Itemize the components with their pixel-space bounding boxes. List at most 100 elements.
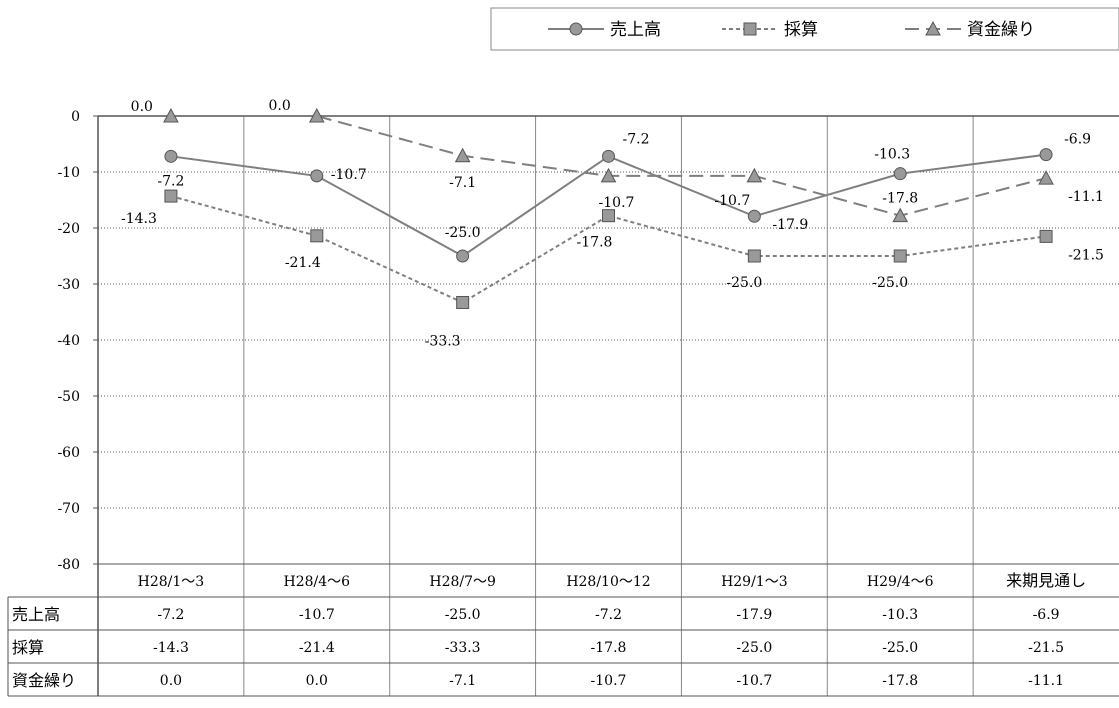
y-tick-label: 0 xyxy=(71,109,80,125)
x-tick-label: H28/10～12 xyxy=(566,574,650,590)
legend-entry: 採算 xyxy=(722,20,818,40)
table-cell: -17.8 xyxy=(591,640,627,656)
data-point xyxy=(454,147,471,163)
data-label: -17.8 xyxy=(882,191,918,207)
data-point xyxy=(1039,229,1053,243)
y-tick-label: -70 xyxy=(57,501,80,517)
data-label: -17.9 xyxy=(772,217,808,233)
y-tick-label: -60 xyxy=(57,445,80,461)
y-tick-label: -30 xyxy=(57,277,80,293)
y-tick-label: -50 xyxy=(57,389,80,405)
y-tick-label: -20 xyxy=(57,221,80,237)
legend: 売上高 採算 資金繰り xyxy=(490,7,1119,51)
data-label: 0.0 xyxy=(269,98,291,114)
data-point xyxy=(746,167,763,183)
data-point xyxy=(163,107,179,123)
data-point xyxy=(164,189,178,203)
table-cell: 0.0 xyxy=(160,673,182,689)
table-cell: -11.1 xyxy=(1028,673,1064,689)
legend-label: 採算 xyxy=(784,20,818,40)
data-label: -25.0 xyxy=(726,275,762,291)
data-label: -6.9 xyxy=(1064,132,1091,148)
data-point xyxy=(569,22,583,36)
table-row-label: 売上高 xyxy=(12,605,60,624)
data-label: -7.2 xyxy=(157,173,184,189)
data-labels: -7.2 -10.7 -25.0 -7.2 -17.9 -10.3 -6.9 -14.3 -21… xyxy=(121,98,1104,349)
data-label: -33.3 xyxy=(425,333,461,349)
data-point xyxy=(602,209,615,223)
table-cell: -10.7 xyxy=(736,673,772,689)
y-tick-label: -40 xyxy=(57,333,80,349)
data-label: -7.1 xyxy=(449,175,476,191)
data-point xyxy=(893,167,907,181)
data-label: -25.0 xyxy=(872,275,908,291)
data-point xyxy=(164,149,178,163)
data-label: -10.7 xyxy=(599,195,635,211)
data-point xyxy=(747,209,761,223)
data-label: -10.7 xyxy=(714,193,750,209)
data-label: -7.2 xyxy=(623,131,650,147)
axes: 0 -10 -20 -30 -40 -50 -60 -70 -80 H28/1～3 H28/4～6 H… xyxy=(57,109,1119,696)
series-3 xyxy=(163,107,1054,223)
table-cell: -21.4 xyxy=(299,640,335,656)
series-2 xyxy=(164,189,1053,309)
data-label: -17.8 xyxy=(577,235,613,251)
table-cell: -10.7 xyxy=(591,673,627,689)
data-label: -21.4 xyxy=(285,255,321,271)
table-cell: -25.0 xyxy=(445,607,481,623)
data-point xyxy=(892,207,909,223)
table-cell: -10.7 xyxy=(299,607,335,623)
x-tick-label: H28/7～9 xyxy=(429,574,496,590)
table-cell: -21.5 xyxy=(1028,640,1064,656)
table-row-label: 資金繰り xyxy=(12,671,76,690)
data-point xyxy=(600,167,617,183)
table-cell: -10.3 xyxy=(882,607,918,623)
data-label: -25.0 xyxy=(445,225,481,241)
series-group xyxy=(163,107,1054,309)
data-label: -10.3 xyxy=(874,147,910,163)
data-point xyxy=(925,20,941,36)
legend-entry: 売上高 xyxy=(548,20,661,40)
data-point xyxy=(456,295,470,309)
data-label: -10.7 xyxy=(331,167,367,183)
data-point xyxy=(308,107,325,123)
data-point xyxy=(602,149,615,163)
data-point xyxy=(893,249,907,263)
table-cell: -7.1 xyxy=(449,673,476,689)
legend-label: 資金繰り xyxy=(967,20,1035,40)
data-label: -14.3 xyxy=(121,211,157,227)
data-point xyxy=(310,229,324,243)
data-label: -21.5 xyxy=(1068,247,1104,263)
legend-entry: 資金繰り xyxy=(905,20,1035,40)
series-1 xyxy=(164,148,1053,263)
table-cell: -7.2 xyxy=(157,607,184,623)
x-tick-label: H29/4～6 xyxy=(867,574,934,590)
data-label: -11.1 xyxy=(1068,189,1104,205)
data-point xyxy=(747,249,761,263)
data-point xyxy=(456,249,470,263)
table-cell: -33.3 xyxy=(445,640,481,656)
x-tick-label: H28/4～6 xyxy=(284,574,351,590)
data-label: 0.0 xyxy=(131,99,153,115)
table-cell: 0.0 xyxy=(306,673,328,689)
table-cell: -14.3 xyxy=(153,640,189,656)
x-tick-label: H28/1～3 xyxy=(138,574,205,590)
y-tick-label: -80 xyxy=(57,557,80,573)
table-row-label: 採算 xyxy=(12,638,44,657)
table-cell: -7.2 xyxy=(595,607,622,623)
x-tick-label: 来期見通し xyxy=(1006,571,1086,590)
data-point xyxy=(1038,170,1054,185)
data-point xyxy=(1039,148,1053,162)
table-cell: -25.0 xyxy=(882,640,918,656)
table-cell: -17.8 xyxy=(882,673,918,689)
legend-label: 売上高 xyxy=(610,20,661,40)
data-point xyxy=(310,169,324,183)
x-tick-label: H29/1～3 xyxy=(721,574,788,590)
table-cell: -6.9 xyxy=(1033,607,1060,623)
table-cell: -25.0 xyxy=(736,640,772,656)
y-tick-label: -10 xyxy=(57,165,80,181)
data-table: 売上高 -7.2 -10.7 -25.0 -7.2 -17.9 -10.3 -6.9 採算 -14… xyxy=(7,596,1119,697)
table-cell: -17.9 xyxy=(736,607,772,623)
data-point xyxy=(743,22,757,36)
